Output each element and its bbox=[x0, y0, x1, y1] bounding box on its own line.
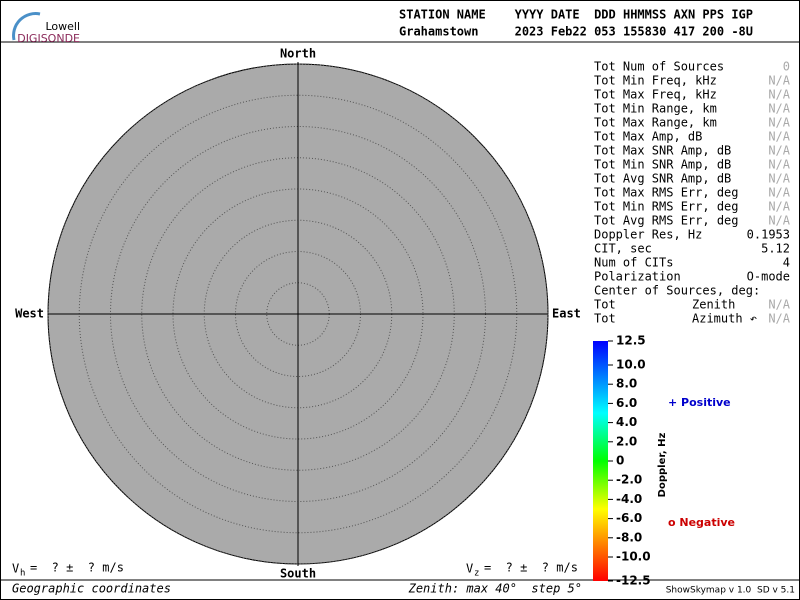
stat-value: 4 bbox=[783, 256, 790, 270]
center-quantity: Zenith bbox=[692, 298, 735, 312]
stat-label: Tot Avg RMS Err, deg bbox=[594, 214, 739, 228]
stat-label: Tot Max SNR Amp, dB bbox=[594, 144, 731, 158]
logo-arc bbox=[12, 12, 41, 41]
vh-text: = ? ± ? m/s bbox=[30, 561, 124, 575]
stat-value: N/A bbox=[768, 74, 790, 88]
vh-sub: h bbox=[20, 569, 25, 579]
direction-east: East bbox=[552, 307, 581, 321]
stat-value: N/A bbox=[768, 158, 790, 172]
colorbar-tick-label: 12.5 bbox=[616, 334, 646, 348]
colorbar-tick-label: -4.0 bbox=[616, 492, 642, 506]
stat-label: Tot Avg SNR Amp, dB bbox=[594, 172, 731, 186]
colorbar-tick-label: 4.0 bbox=[616, 415, 637, 429]
stat-label: Tot Max Range, km bbox=[594, 116, 717, 130]
header-values: Grahamstown 2023 Feb22 053 155830 417 20… bbox=[399, 25, 753, 39]
stat-value: 0.1953 bbox=[747, 228, 790, 242]
direction-south: South bbox=[280, 567, 316, 581]
zenith-note: Zenith: max 40° step 5° bbox=[408, 582, 582, 596]
stat-value: N/A bbox=[768, 88, 790, 102]
colorbar bbox=[593, 341, 608, 581]
legend-positive: + Positive bbox=[668, 396, 731, 409]
colorbar-label: Doppler, Hz bbox=[657, 433, 668, 498]
stat-value: N/A bbox=[768, 144, 790, 158]
colorbar-tick-label: -2.0 bbox=[616, 473, 642, 487]
colorbar-tick-label: -12.5 bbox=[616, 574, 651, 588]
coordinates-note: Geographic coordinates bbox=[12, 582, 171, 596]
stat-value: 0 bbox=[783, 60, 790, 74]
version: ShowSkymap v 1.0 SD v 5.1 bbox=[666, 586, 795, 596]
stat-label: Tot Max RMS Err, deg bbox=[594, 186, 739, 200]
center-quantity: Azimuth ↶ bbox=[692, 312, 757, 326]
stat-value: N/A bbox=[768, 186, 790, 200]
stat-label: Tot Max Amp, dB bbox=[594, 130, 702, 144]
stat-value: N/A bbox=[768, 214, 790, 228]
colorbar-tick-label: 0 bbox=[616, 454, 624, 468]
center-group: Tot bbox=[594, 298, 616, 312]
stat-label: Tot Min Freq, kHz bbox=[594, 74, 717, 88]
colorbar-tick-label: 10.0 bbox=[616, 358, 646, 372]
colorbar-tick-label: 6.0 bbox=[616, 396, 637, 410]
logo-line1: Lowell bbox=[45, 20, 80, 33]
vh-symbol: V bbox=[12, 562, 19, 576]
center-value: N/A bbox=[768, 312, 790, 326]
stat-value: N/A bbox=[768, 172, 790, 186]
stat-value: O-mode bbox=[747, 270, 790, 284]
center-group: Tot bbox=[594, 312, 616, 326]
colorbar-tick-label: -6.0 bbox=[616, 511, 642, 525]
stat-label: Num of CITs bbox=[594, 256, 673, 270]
direction-west: West bbox=[15, 307, 44, 321]
stat-label: Doppler Res, Hz bbox=[594, 228, 702, 242]
vz-symbol: V bbox=[466, 562, 473, 576]
stat-label: Polarization bbox=[594, 270, 681, 284]
center-value: N/A bbox=[768, 298, 790, 312]
stat-label: Tot Max Freq, kHz bbox=[594, 88, 717, 102]
vz-text: = ? ± ? m/s bbox=[484, 561, 578, 575]
header-labels: STATION NAME YYYY DATE DDD HHMMSS AXN PP… bbox=[399, 8, 753, 22]
stat-label: CIT, sec bbox=[594, 242, 652, 256]
colorbar-tick-label: -8.0 bbox=[616, 530, 642, 544]
stat-value: 5.12 bbox=[761, 242, 790, 256]
stat-value: N/A bbox=[768, 116, 790, 130]
stat-value: N/A bbox=[768, 102, 790, 116]
stat-value: N/A bbox=[768, 130, 790, 144]
logo-line2: DIGISONDE bbox=[17, 32, 80, 45]
stat-label: Tot Num of Sources bbox=[594, 60, 724, 74]
stat-label: Tot Min RMS Err, deg bbox=[594, 200, 739, 214]
center-title: Center of Sources, deg: bbox=[594, 284, 760, 298]
stat-label: Tot Min SNR Amp, dB bbox=[594, 158, 731, 172]
stat-label: Tot Min Range, km bbox=[594, 102, 717, 116]
stat-value: N/A bbox=[768, 200, 790, 214]
vz-sub: z bbox=[474, 569, 479, 579]
colorbar-tick-label: 2.0 bbox=[616, 434, 637, 448]
colorbar-tick-label: -10.0 bbox=[616, 550, 651, 564]
direction-north: North bbox=[280, 47, 316, 61]
legend-negative: o Negative bbox=[668, 516, 735, 529]
colorbar-tick-label: 8.0 bbox=[616, 377, 637, 391]
